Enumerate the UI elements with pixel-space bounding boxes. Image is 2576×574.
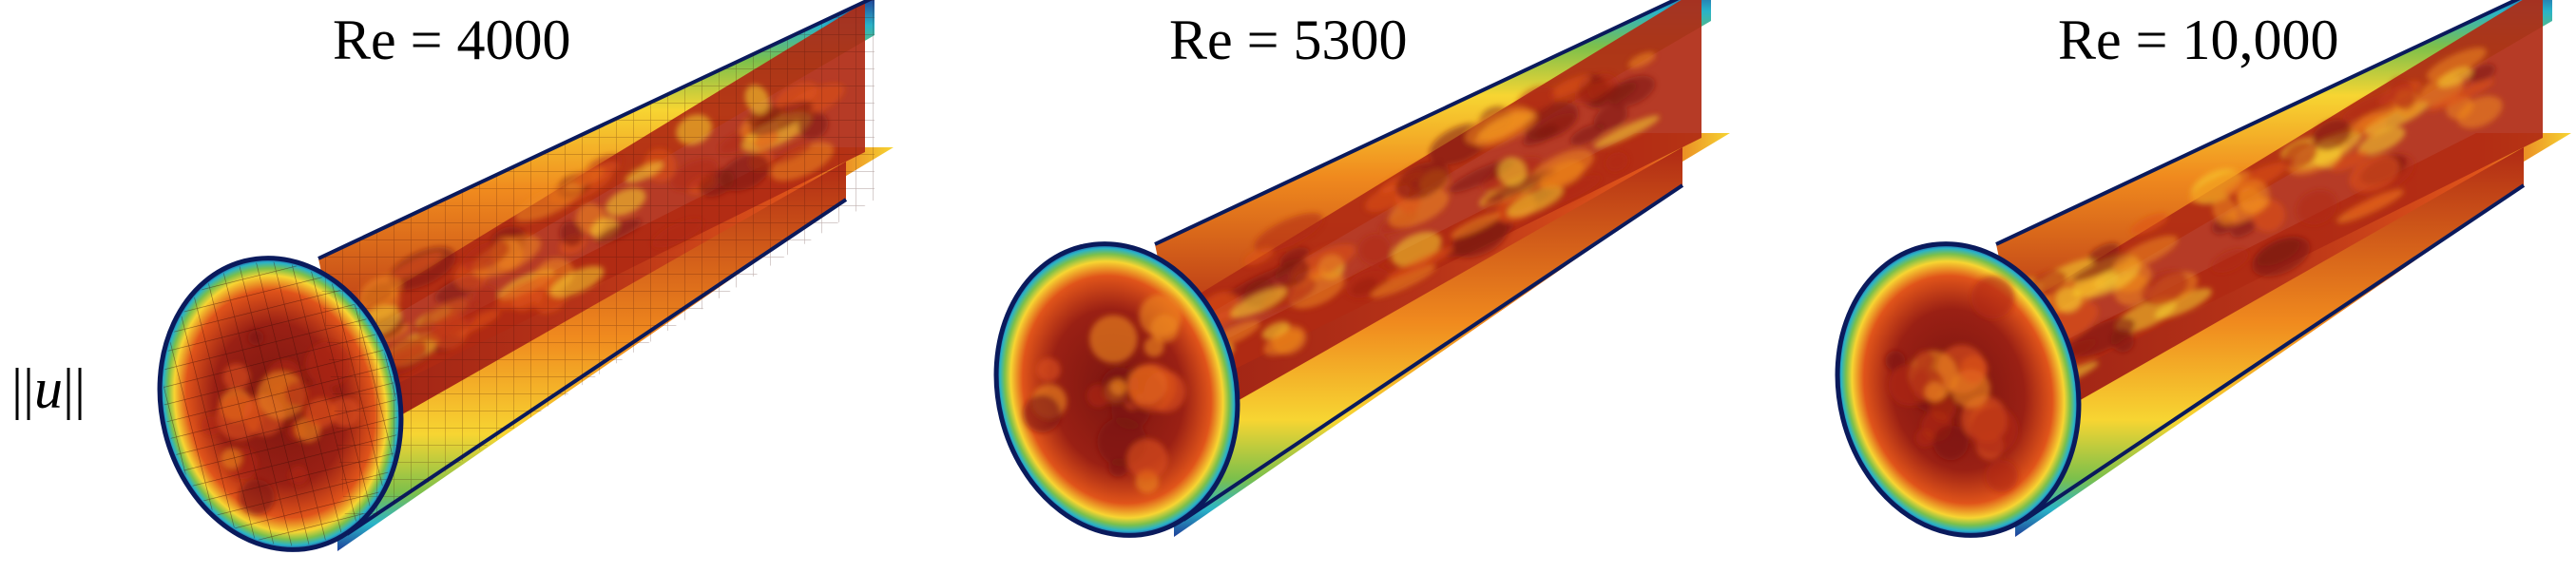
flow-blob <box>1497 157 1527 186</box>
flow-blob <box>2055 287 2082 313</box>
velocity-magnitude-label: ||u|| <box>11 356 86 422</box>
flow-blob <box>2346 190 2401 219</box>
flow-blob <box>2088 242 2120 263</box>
cross-section-blob <box>1126 438 1168 480</box>
flow-structures <box>1166 51 1660 363</box>
flow-blob <box>2456 95 2503 128</box>
cross-section-blob <box>1139 294 1182 337</box>
cross-section-blob <box>1914 350 1934 370</box>
flow-blob <box>1451 212 1501 239</box>
flow-blob <box>2357 126 2406 156</box>
pipe-rim <box>157 256 404 552</box>
cross-section-blob <box>1932 425 1969 461</box>
flow-blob <box>1569 124 1606 145</box>
cross-section-blob <box>1144 336 1164 357</box>
flow-blob <box>1593 115 1660 148</box>
cross-section-blob <box>1915 429 1934 448</box>
flow-blob <box>2342 92 2394 121</box>
norm-bars-left: || <box>11 357 35 420</box>
pipe-panel-3 <box>1835 0 2571 538</box>
flow-blob <box>1465 105 1530 145</box>
flow-blob <box>1574 80 1613 104</box>
cross-section-structures <box>1885 276 2019 492</box>
flow-blob <box>1388 189 1450 228</box>
flow-blob <box>2282 141 2317 169</box>
cross-section-blob <box>1023 394 1062 433</box>
cross-section-blob <box>1108 458 1128 477</box>
pipe-wall-edge <box>1154 0 1680 246</box>
flow-blob <box>2188 169 2250 203</box>
flow-blob <box>2469 64 2496 83</box>
flow-blob <box>1488 168 1557 202</box>
flow-blob <box>1593 105 1628 130</box>
flow-blob <box>1539 160 1585 190</box>
cross-section-structures <box>1023 294 1186 493</box>
flow-blob <box>2230 220 2256 238</box>
flow-blob <box>2389 77 2416 110</box>
flow-blob <box>1627 51 1656 68</box>
flow-blob <box>2312 119 2353 150</box>
panel-title-re-5300: Re = 5300 <box>1169 9 1408 71</box>
flow-blob <box>1516 86 1556 115</box>
cross-section-blob <box>1128 363 1177 411</box>
flow-blob <box>1261 321 1290 340</box>
flow-blob <box>1386 247 1454 280</box>
pipe-rim <box>993 241 1240 538</box>
flow-blob <box>1590 82 1637 108</box>
flow-blob <box>2110 328 2134 353</box>
flow-blob <box>2437 67 2472 88</box>
flow-blob <box>2130 213 2168 236</box>
pipe-panel-2 <box>993 0 1730 538</box>
flow-blob <box>1395 162 1450 201</box>
flow-blob <box>1263 330 1303 356</box>
cross-section-blob <box>1924 381 1946 403</box>
flow-blob <box>2141 270 2188 306</box>
panel-title-re-10000: Re = 10,000 <box>2058 9 2339 71</box>
flow-blob <box>1230 287 1287 318</box>
cross-section-blob <box>1110 378 1127 395</box>
flow-blob <box>2330 149 2369 172</box>
panel-title-re-4000: Re = 4000 <box>333 9 571 71</box>
flow-blob <box>2296 189 2337 225</box>
flow-blob <box>1244 247 1274 266</box>
flow-blob <box>2072 252 2132 282</box>
flow-blob <box>1549 75 1591 99</box>
flow-blob <box>1371 264 1436 298</box>
cross-section-blob <box>1970 406 2019 455</box>
flow-blob <box>1358 234 1392 266</box>
flow-blob <box>2211 248 2249 274</box>
flow-blob <box>1507 185 1564 218</box>
flow-blob <box>1605 152 1628 172</box>
flow-blob <box>2349 155 2400 193</box>
pipe-wall-edge <box>1995 0 2521 246</box>
norm-bars-right: || <box>63 357 87 420</box>
pipe-panel-1 <box>157 0 894 552</box>
pipe-rim <box>1835 241 2082 538</box>
cross-section-blob <box>1089 315 1138 363</box>
flow-blob <box>1275 258 1310 287</box>
flow-blob <box>2428 79 2495 112</box>
mesh-grid-overlay <box>318 0 875 534</box>
flow-blob <box>1254 213 1323 253</box>
flow-blob <box>2426 47 2487 81</box>
pipe-wall-edge <box>1182 183 1684 522</box>
flow-blob <box>2236 186 2263 214</box>
flow-blob <box>2112 235 2179 272</box>
flow-blob <box>2344 105 2401 134</box>
flow-blob <box>1449 159 1515 193</box>
pipe-wall-edge <box>2023 183 2526 522</box>
flow-blob <box>2212 195 2238 225</box>
cross-section-blob <box>1885 351 1906 372</box>
cross-section-blob <box>1971 276 2014 319</box>
flow-blob <box>2068 317 2136 357</box>
cross-section-blob <box>1959 354 1989 384</box>
velocity-symbol: u <box>34 357 64 420</box>
flow-blob <box>1523 124 1559 146</box>
cross-section-blob <box>1986 460 2018 492</box>
flow-blob <box>2252 236 2311 277</box>
cross-section-blob <box>1036 357 1061 382</box>
